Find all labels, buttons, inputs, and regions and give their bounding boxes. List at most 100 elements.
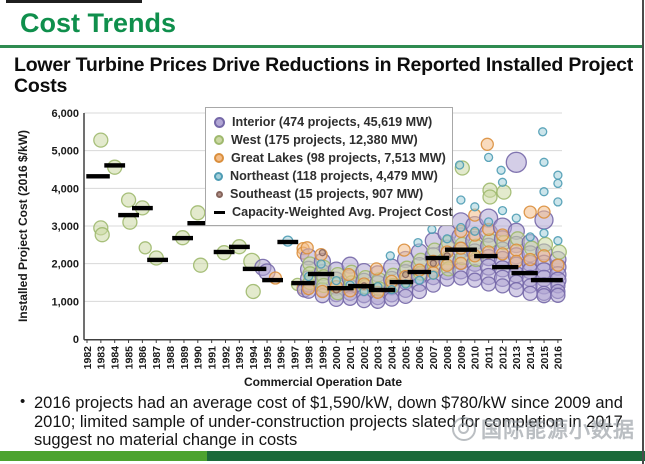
data-bubble-west — [482, 189, 498, 205]
title-underline — [0, 45, 643, 48]
data-bubble-great-lakes — [369, 262, 384, 276]
avg-cost-dash — [229, 244, 250, 250]
data-bubble-northeast — [331, 275, 341, 286]
svg-text:1985: 1985 — [123, 346, 135, 370]
data-bubble-great-lakes — [300, 241, 314, 255]
avg-cost-dash — [425, 255, 450, 261]
svg-text:2010: 2010 — [470, 346, 482, 370]
watermark: 国际能源小数据 — [452, 414, 635, 444]
y-axis-labels: 0 1,000 2,000 3,000 4,000 5,000 6,000 — [51, 108, 79, 346]
avg-cost-dash — [474, 253, 498, 259]
avg-cost-dash — [104, 163, 126, 168]
title-bar: Cost Trends — [0, 0, 645, 45]
watermark-logo-icon — [452, 417, 476, 441]
data-bubble-northeast — [470, 226, 480, 236]
svg-text:2012: 2012 — [497, 346, 509, 370]
avg-cost-dash — [348, 283, 375, 289]
avg-dash-layer — [86, 163, 563, 293]
data-bubble-interior — [453, 270, 469, 286]
svg-text:2002: 2002 — [359, 346, 371, 370]
legend-circle-marker-icon — [214, 153, 224, 163]
axes — [83, 113, 562, 341]
svg-text:2005: 2005 — [400, 346, 412, 370]
avg-cost-dash — [445, 247, 477, 252]
avg-cost-dash — [242, 266, 267, 272]
svg-text:1995: 1995 — [262, 346, 274, 370]
svg-text:2013: 2013 — [511, 346, 523, 370]
data-bubble-interior — [494, 278, 511, 294]
data-bubble-northeast — [413, 237, 423, 248]
avg-cost-dash — [213, 249, 235, 255]
avg-cost-dash — [389, 279, 414, 285]
data-bubble-west — [120, 192, 137, 208]
data-bubble-interior — [480, 276, 497, 292]
data-bubble-northeast — [470, 202, 480, 212]
svg-text:2007: 2007 — [428, 346, 440, 370]
data-bubble-northeast — [428, 270, 438, 280]
data-bubble-northeast — [497, 205, 508, 216]
svg-text:0: 0 — [73, 334, 79, 346]
legend-label: Great Lakes (98 projects, 7,513 MW) — [231, 151, 446, 165]
data-bubble-northeast — [553, 178, 563, 189]
avg-cost-dash — [407, 269, 432, 275]
avg-cost-dash — [262, 277, 283, 283]
data-bubble-west — [551, 244, 567, 260]
bottom-bar-right-segment — [207, 451, 645, 461]
data-bubble-northeast — [456, 195, 466, 205]
data-bubble-interior — [508, 282, 524, 298]
legend-item-great-lakes: Great Lakes (98 projects, 7,513 MW) — [214, 149, 446, 167]
data-bubble-northeast — [539, 228, 549, 238]
svg-text:2001: 2001 — [345, 346, 357, 370]
data-bubble-great-lakes — [537, 249, 551, 263]
data-bubble-great-lakes — [495, 247, 510, 261]
svg-text:1993: 1993 — [234, 346, 246, 370]
legend-label: West (175 projects, 12,380 MW) — [231, 133, 418, 147]
data-bubble-northeast — [427, 224, 437, 235]
avg-cost-dash — [291, 280, 315, 286]
data-bubble-west — [93, 132, 109, 148]
chart: 0 1,000 2,000 3,000 4,000 5,000 6,000 1982 1983 1… — [0, 100, 645, 392]
legend-circle-marker-icon — [214, 116, 225, 128]
data-bubble-great-lakes — [509, 243, 523, 257]
data-bubble-great-lakes — [480, 137, 494, 151]
data-bubble-northeast — [511, 213, 521, 223]
legend-label: Capacity-Weighted Avg. Project Cost — [232, 205, 453, 219]
svg-text:1984: 1984 — [110, 346, 122, 370]
svg-text:2003: 2003 — [373, 346, 385, 370]
svg-text:1989: 1989 — [179, 346, 191, 370]
svg-text:1997: 1997 — [290, 346, 302, 370]
svg-text:1999: 1999 — [317, 346, 329, 370]
legend-item-southeast: Southeast (15 projects, 907 MW) — [214, 185, 446, 203]
data-bubble-northeast — [456, 222, 466, 233]
svg-text:2011: 2011 — [483, 346, 495, 369]
avg-cost-dash — [187, 221, 209, 226]
data-bubble-great-lakes — [495, 228, 510, 242]
svg-text:2006: 2006 — [414, 346, 426, 370]
data-bubble-northeast — [497, 177, 508, 187]
bubbles-layer — [93, 127, 567, 309]
avg-cost-dash — [368, 287, 396, 293]
data-bubble-west — [192, 257, 209, 273]
data-bubble-southeast — [429, 259, 437, 267]
avg-dash-marker-icon — [214, 210, 225, 214]
data-bubble-southeast — [401, 270, 410, 279]
legend-label: Northeast (118 projects, 4,479 MW) — [230, 169, 438, 183]
svg-text:1991: 1991 — [206, 346, 218, 370]
legend-label: Southeast (15 projects, 907 MW) — [230, 187, 424, 201]
data-bubble-northeast — [442, 234, 452, 244]
svg-text:2009: 2009 — [456, 346, 468, 370]
avg-cost-dash — [530, 277, 563, 283]
avg-cost-dash — [86, 174, 110, 179]
data-bubble-northeast — [553, 197, 563, 207]
svg-text:1988: 1988 — [165, 346, 177, 370]
avg-cost-dash — [132, 205, 153, 211]
svg-text:2004: 2004 — [387, 346, 399, 370]
slide-right-border — [642, 0, 644, 464]
avg-cost-dash — [307, 271, 335, 277]
data-bubble-interior — [397, 288, 414, 305]
data-bubble-great-lakes — [523, 252, 537, 267]
data-bubble-west — [245, 283, 261, 300]
watermark-text: 国际能源小数据 — [481, 419, 635, 442]
